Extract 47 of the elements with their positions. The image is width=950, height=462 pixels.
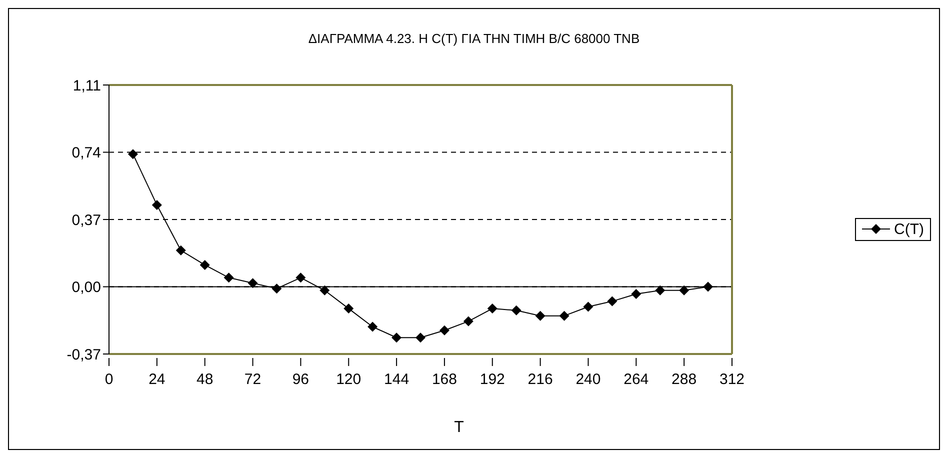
y-tick-label: -0,37: [66, 346, 101, 364]
point: [535, 310, 546, 321]
point: [296, 272, 306, 283]
x-tick-label: 168: [432, 371, 457, 388]
chart-title: ΔΙΑΓΡΑΜΜΑ 4.23. Η C(T) ΓΙΑ ΤΗΝ ΤΙΜΗ Β/C 68000 TNB: [307, 31, 641, 46]
point: [511, 305, 522, 316]
x-tick-label: 216: [528, 371, 553, 388]
point: [439, 325, 450, 336]
x-tick-label: 288: [672, 371, 697, 388]
x-tick-label: 312: [719, 371, 745, 388]
point: [248, 278, 258, 288]
x-tick-label: 144: [384, 371, 410, 388]
legend-label: C(T): [894, 220, 924, 238]
point: [344, 304, 354, 314]
x-tick-label: 24: [148, 371, 166, 388]
x-axis-title: T: [453, 419, 465, 437]
y-tick-label: 0,74: [72, 144, 101, 162]
y-tick-label: 0,37: [72, 212, 101, 229]
point: [224, 272, 234, 283]
point: [679, 285, 690, 296]
point: [631, 289, 642, 300]
point: [128, 149, 138, 160]
point: [416, 332, 426, 343]
point: [559, 310, 570, 321]
point: [463, 316, 474, 326]
point: [368, 322, 378, 332]
point: [272, 284, 282, 294]
point: [200, 260, 210, 270]
x-tick-label: 192: [480, 371, 505, 388]
y-tick-label: 1,11: [72, 77, 101, 94]
x-tick-label: 120: [336, 371, 362, 388]
y-tick-label: 0,00: [72, 279, 101, 296]
point: [487, 304, 498, 314]
point: [583, 302, 594, 312]
x-tick-label: 72: [244, 371, 262, 388]
point: [320, 285, 330, 296]
x-tick-label: 264: [624, 371, 649, 388]
point: [152, 200, 162, 210]
point: [392, 332, 402, 343]
point: [176, 245, 186, 256]
x-tick-label: 0: [104, 371, 114, 388]
point: [607, 296, 618, 306]
point: [703, 282, 714, 292]
x-tick-label: 240: [576, 371, 601, 388]
x-tick-label: 96: [292, 371, 310, 388]
x-tick-label: 48: [196, 371, 214, 388]
point: [655, 285, 666, 296]
